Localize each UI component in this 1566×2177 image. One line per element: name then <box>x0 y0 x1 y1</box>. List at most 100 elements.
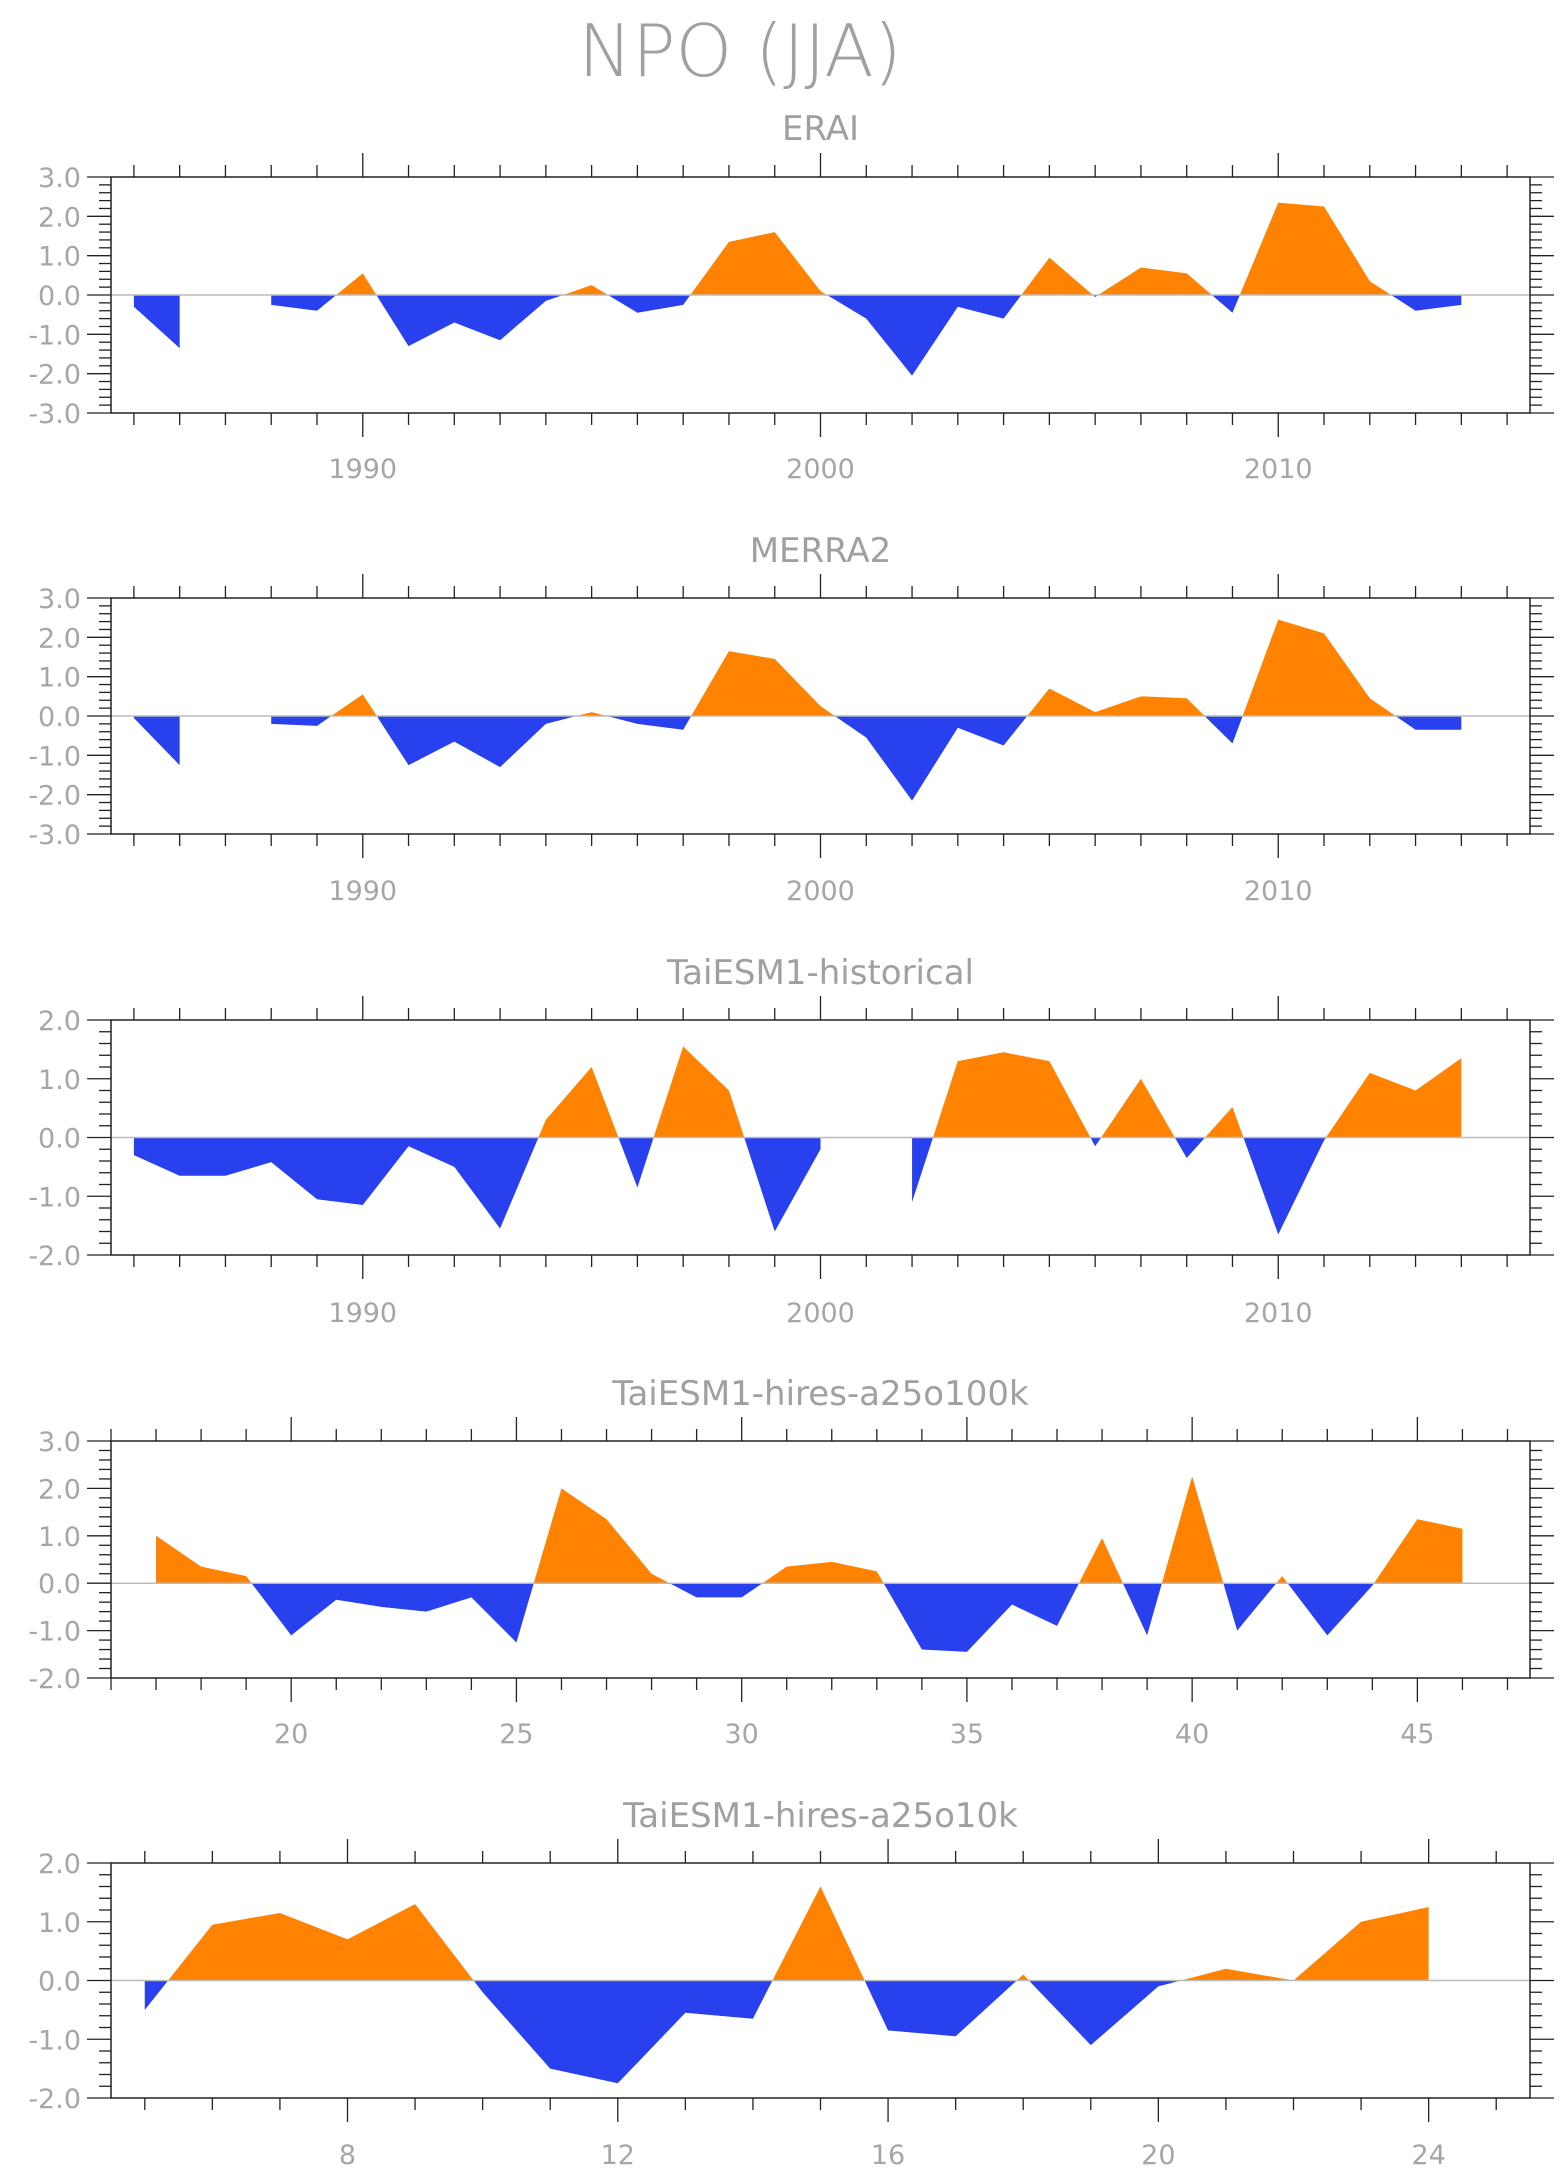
x-tick-label: 1990 <box>328 454 397 485</box>
x-tick-label: 1990 <box>328 876 397 907</box>
y-tick-label: 2.0 <box>38 1474 81 1505</box>
positive-area-10 <box>1021 257 1093 295</box>
x-tick-label: 2000 <box>786 454 855 485</box>
negative-area-9 <box>834 716 1028 801</box>
panel-3: TaiESM1-historical 1990 2000 2010 -2.0 -1.0 0.… <box>28 953 1554 1329</box>
panel-1: ERAI 1990 2000 2010 -3.0 -2.0 -1.0 0.0 1.0 2.0 3.0 <box>28 109 1554 485</box>
x-tick-label: 1990 <box>328 1298 397 1329</box>
x-tick-label: 12 <box>601 2140 635 2171</box>
y-tick-label: -1.0 <box>28 2025 81 2056</box>
positive-area-10 <box>1027 688 1205 716</box>
negative-area-2 <box>251 1583 534 1643</box>
negative-area-13 <box>1243 1137 1327 1235</box>
negative-area-3 <box>473 1980 773 2084</box>
positive-area-3 <box>533 1488 670 1584</box>
x-tick-label: 20 <box>1141 2140 1175 2171</box>
y-tick-label: -1.0 <box>28 1182 81 1213</box>
positive-area-8 <box>690 232 828 295</box>
panel-title: TaiESM1-hires-a25o10k <box>622 1796 1018 1836</box>
negative-area-11 <box>1174 1137 1206 1159</box>
positive-area-7 <box>1078 1538 1123 1584</box>
x-tick-label: 24 <box>1411 2140 1445 2171</box>
x-tick-label: 2010 <box>1244 1298 1313 1329</box>
x-tick-label: 45 <box>1400 1719 1434 1750</box>
y-tick-label: 3.0 <box>38 584 81 615</box>
y-tick-label: 0.0 <box>38 1124 81 1155</box>
y-tick-label: -1.0 <box>28 320 81 351</box>
panel-5: TaiESM1-hires-a25o10k 8 12 16 20 24 -2.0 -1.0 0.… <box>28 1796 1554 2171</box>
x-tick-label: 2000 <box>786 1298 855 1329</box>
negative-area-11 <box>1204 716 1243 744</box>
positive-area-12 <box>1098 267 1212 295</box>
positive-area-6 <box>563 285 608 295</box>
y-tick-label: 0.0 <box>38 1569 81 1600</box>
panel-2: MERRA2 1990 2000 2010 -3.0 -2.0 -1.0 0.0 1.0 2.0 3… <box>28 531 1554 907</box>
x-tick-label: 30 <box>724 1719 758 1750</box>
negative-area-8 <box>1122 1583 1162 1636</box>
y-tick-label: 0.0 <box>38 1967 81 1998</box>
y-tick-label: 1.0 <box>38 1065 81 1096</box>
negative-area-9 <box>827 295 1022 376</box>
positive-area-14 <box>1239 202 1392 295</box>
y-tick-label: 1.0 <box>38 1522 81 1553</box>
y-tick-label: -2.0 <box>28 1664 81 1695</box>
positive-area-4 <box>336 273 377 295</box>
negative-area-3 <box>271 716 332 726</box>
negative-area-9 <box>1090 1137 1102 1147</box>
y-tick-label: -2.0 <box>28 781 81 812</box>
y-tick-label: 2.0 <box>38 1849 81 1880</box>
positive-area-5 <box>762 1561 884 1584</box>
positive-area-4 <box>653 1046 745 1138</box>
positive-area-8 <box>933 1052 1091 1138</box>
negative-area-5 <box>864 1980 1017 2037</box>
negative-area-1 <box>133 295 180 349</box>
positive-area-11 <box>1276 1576 1288 1584</box>
x-tick-label: 25 <box>499 1719 533 1750</box>
figure-title: NPO (JJA) <box>578 9 901 93</box>
panel-title: MERRA2 <box>750 531 892 571</box>
positive-area-4 <box>772 1886 865 1981</box>
negative-area-1 <box>144 1980 169 2010</box>
positive-area-2 <box>168 1904 474 1981</box>
x-tick-label: 20 <box>274 1719 308 1750</box>
x-tick-label: 8 <box>339 2140 356 2171</box>
x-tick-label: 2010 <box>1244 454 1313 485</box>
x-tick-label: 40 <box>1175 1719 1209 1750</box>
y-tick-label: -2.0 <box>28 1241 81 1272</box>
negative-area-13 <box>1395 716 1462 730</box>
negative-area-7 <box>1028 1980 1181 2046</box>
positive-area-12 <box>1205 1106 1244 1138</box>
negative-area-1 <box>133 1137 539 1229</box>
x-tick-label: 16 <box>871 2140 905 2171</box>
negative-area-7 <box>606 716 692 730</box>
negative-area-5 <box>744 1137 821 1232</box>
negative-area-10 <box>1223 1583 1277 1631</box>
y-tick-label: 3.0 <box>38 1427 81 1458</box>
y-tick-label: 1.0 <box>38 663 81 694</box>
panel-4: TaiESM1-hires-a25o100k 20 25 30 35 40 45 -2.0 -1… <box>28 1374 1554 1750</box>
y-tick-label: 2.0 <box>38 202 81 233</box>
negative-area-7 <box>912 1137 934 1203</box>
positive-area-13 <box>1373 1519 1463 1584</box>
x-tick-label: 35 <box>950 1719 984 1750</box>
negative-area-1 <box>133 716 180 766</box>
negative-area-6 <box>883 1583 1079 1652</box>
negative-area-12 <box>1287 1583 1374 1636</box>
positive-area-8 <box>1180 1907 1429 1981</box>
y-tick-label: 0.0 <box>38 702 81 733</box>
x-tick-label: 2000 <box>786 876 855 907</box>
positive-area-10 <box>1101 1078 1175 1138</box>
y-tick-label: 0.0 <box>38 281 81 312</box>
plot-frame <box>110 1440 1531 1679</box>
positive-area-14 <box>1326 1058 1462 1138</box>
y-tick-label: 2.0 <box>38 623 81 654</box>
y-tick-label: -3.0 <box>28 820 81 851</box>
negative-area-15 <box>1391 295 1462 311</box>
positive-area-12 <box>1242 619 1396 716</box>
positive-area-2 <box>538 1067 619 1138</box>
panel-title: TaiESM1-hires-a25o100k <box>611 1374 1029 1414</box>
negative-area-5 <box>376 716 577 768</box>
negative-area-3 <box>618 1137 654 1188</box>
